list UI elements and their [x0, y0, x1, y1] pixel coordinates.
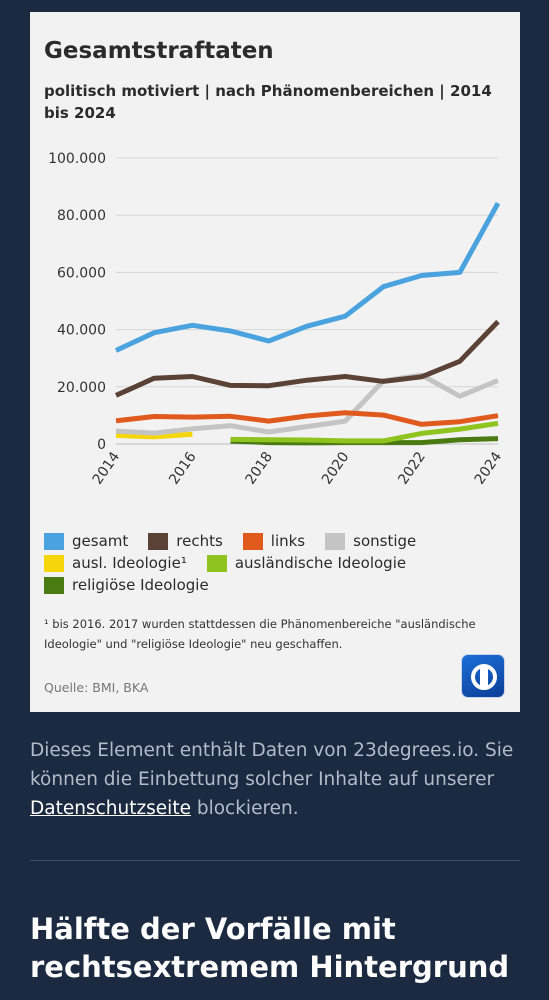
tagesschau-logo-icon[interactable] [461, 654, 505, 698]
chart-title: Gesamtstraftaten [44, 38, 274, 64]
legend-swatch [44, 554, 64, 572]
embed-notice-text-after: blockieren. [190, 798, 299, 819]
legend-label: links [270, 532, 306, 550]
series-line-4 [115, 372, 499, 436]
section-divider [30, 860, 520, 861]
embed-notice-text-before: Dieses Element enthält Daten von 23degre… [30, 740, 514, 790]
legend-label: gesamt [72, 532, 129, 550]
embed-notice: Dieses Element enthält Daten von 23degre… [30, 736, 520, 823]
chart-plot: 0 20.000 40.000 60.000 80.000 100.000 2014 2016… [48, 151, 506, 487]
legend-label: sonstige [353, 532, 417, 550]
y-tick-label: 0 [97, 437, 106, 453]
chart-subtitle: politisch motiviert | nach Phänomenberei… [44, 82, 492, 122]
chart-footnote: ¹ bis 2016. 2017 wurden stattdessen die … [44, 617, 476, 651]
legend-item: gesamt [44, 532, 128, 550]
legend-swatch [206, 554, 227, 572]
legend-item: ausl. Ideologie¹ [44, 554, 187, 572]
y-tick-label: 40.000 [57, 323, 106, 339]
x-tick-label: 2020 [319, 449, 353, 487]
x-tick-label: 2014 [90, 449, 124, 487]
chart-legend: gesamt rechts links sonstige ausl. Ideologie… [44, 530, 514, 596]
legend-label: religiöse Ideologie [72, 576, 209, 594]
legend-label: ausl. Ideologie¹ [72, 554, 187, 572]
legend-item: ausländische Ideologie [206, 554, 407, 572]
y-tick-label: 80.000 [57, 208, 106, 224]
legend-row: ausl. Ideologie¹ ausländische Ideologie [44, 552, 514, 574]
chart-card: Gesamtstraftaten politisch motiviert | n… [30, 12, 520, 712]
legend-item: religiöse Ideologie [44, 576, 209, 594]
x-tick-label: 2024 [472, 449, 506, 487]
article-heading: Hälfte der Vorfälle mit rechtsextremem H… [30, 912, 510, 984]
legend-swatch [44, 576, 64, 594]
legend-item: rechts [148, 532, 223, 550]
series-line-5 [115, 431, 193, 440]
y-tick-label: 60.000 [57, 265, 106, 281]
legend-swatch [242, 532, 263, 550]
x-tick-label: 2022 [395, 449, 429, 487]
legend-item: links [242, 532, 306, 550]
legend-swatch [44, 532, 64, 550]
x-tick-label: 2016 [166, 449, 200, 487]
legend-row: gesamt rechts links sonstige [44, 530, 514, 552]
x-tick-label: 2018 [243, 449, 277, 487]
logo-ring [471, 664, 497, 690]
series-line-1 [114, 201, 501, 353]
y-tick-label: 20.000 [57, 380, 106, 396]
privacy-page-link[interactable]: Datenschutzseite [30, 798, 191, 819]
legend-label: ausländische Ideologie [234, 554, 407, 572]
series-line-2 [114, 319, 500, 398]
logo-numeral [480, 668, 488, 686]
legend-label: rechts [176, 532, 223, 550]
series-line-3 [115, 410, 499, 427]
legend-swatch [325, 532, 346, 550]
legend-row: religiöse Ideologie [44, 574, 514, 596]
chart-source: Quelle: BMI, BKA [44, 680, 149, 695]
legend-item: sonstige [325, 532, 416, 550]
y-tick-label: 100.000 [48, 151, 106, 167]
series-line-6 [230, 420, 499, 444]
legend-swatch [148, 532, 169, 550]
